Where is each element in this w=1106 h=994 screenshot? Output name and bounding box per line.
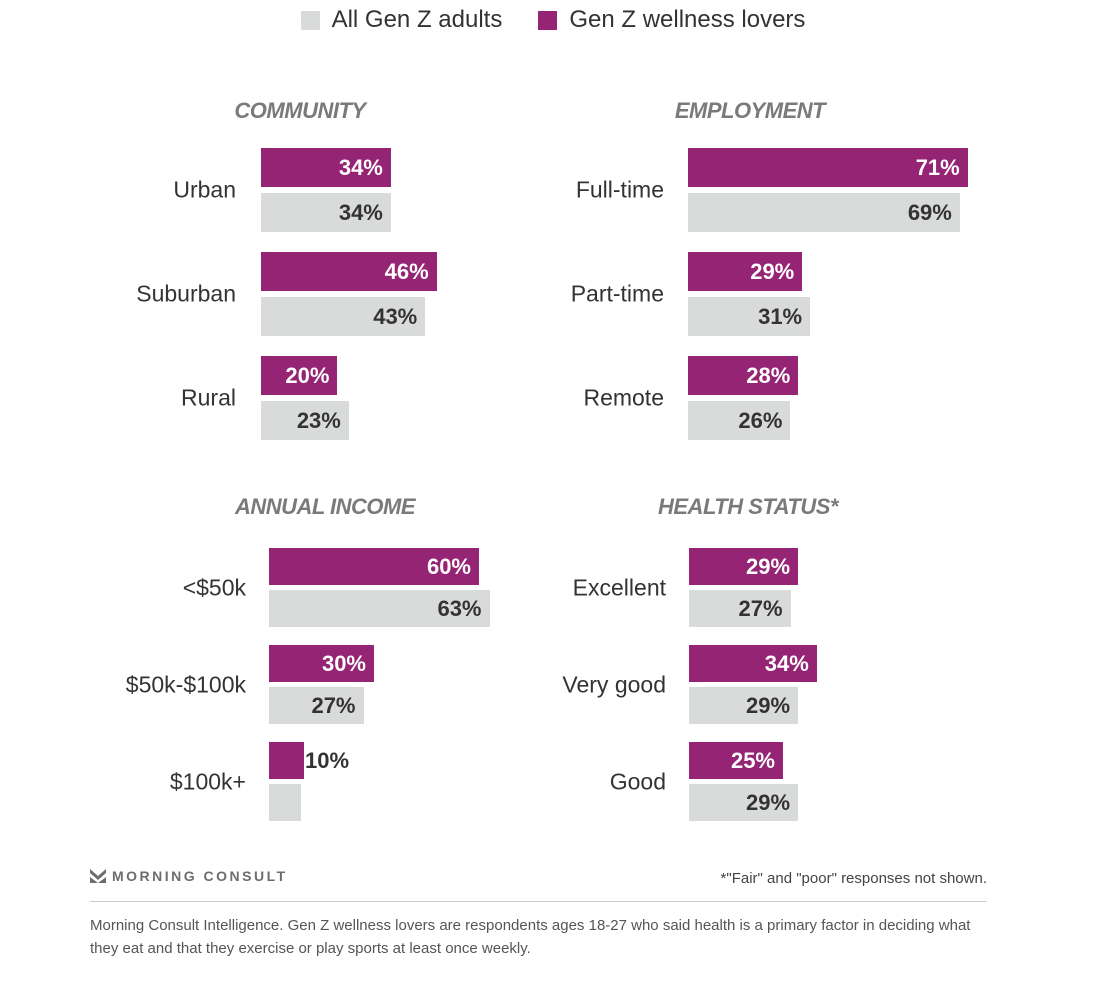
category-label: Rural bbox=[181, 384, 236, 411]
bar-all bbox=[689, 784, 799, 821]
data-label-all: 27% bbox=[311, 692, 356, 718]
bar-lovers bbox=[688, 356, 799, 395]
bar-lovers bbox=[688, 252, 803, 291]
data-label-lovers: 20% bbox=[285, 362, 330, 388]
data-label-all: 26% bbox=[738, 407, 783, 433]
bar-all bbox=[261, 193, 391, 232]
data-label-lovers: 46% bbox=[384, 258, 429, 284]
bar-lovers bbox=[269, 742, 304, 779]
legend-label-all: All Gen Z adults bbox=[331, 6, 503, 33]
data-label-all: 43% bbox=[373, 303, 418, 329]
footnote: *"Fair" and "poor" responses not shown. bbox=[720, 870, 987, 887]
bar-all bbox=[689, 590, 791, 627]
bar-all bbox=[688, 297, 811, 336]
data-label-all: 63% bbox=[437, 595, 482, 621]
legend: All Gen Z adults Gen Z wellness lovers bbox=[0, 6, 1106, 34]
bar-all bbox=[261, 401, 349, 440]
bar-all bbox=[269, 590, 490, 627]
bar-lovers bbox=[261, 252, 437, 291]
data-label-all: 29% bbox=[745, 692, 791, 718]
panel-title: HEALTH STATUS* bbox=[658, 494, 839, 519]
data-label-lovers: 34% bbox=[764, 650, 809, 676]
morning-consult-logo: MORNING CONSULT bbox=[90, 868, 288, 884]
category-label: $50k-$100k bbox=[125, 671, 246, 697]
panel-title: EMPLOYMENT bbox=[674, 98, 826, 123]
panel-title: ANNUAL INCOME bbox=[234, 494, 416, 519]
legend-swatch-lovers bbox=[538, 10, 558, 30]
bar-lovers bbox=[269, 645, 374, 682]
data-label-lovers: 10% bbox=[305, 747, 350, 773]
bar-lovers bbox=[689, 645, 817, 682]
divider bbox=[90, 901, 987, 902]
data-label-lovers: 60% bbox=[426, 553, 471, 579]
category-label: <$50k bbox=[182, 574, 246, 600]
data-label-all: 69% bbox=[907, 199, 952, 225]
bar-lovers bbox=[261, 356, 338, 395]
caption: Morning Consult Intelligence. Gen Z well… bbox=[90, 917, 971, 957]
bar-lovers bbox=[689, 742, 783, 779]
panel-title: COMMUNITY bbox=[234, 98, 366, 123]
category-label: Suburban bbox=[136, 280, 236, 307]
bar-all bbox=[269, 687, 364, 724]
bar-all bbox=[688, 401, 791, 440]
category-label: Part-time bbox=[570, 280, 664, 307]
data-label-lovers: 25% bbox=[730, 747, 775, 773]
bar-all bbox=[261, 297, 426, 336]
category-label: Remote bbox=[583, 384, 664, 411]
category-label: Excellent bbox=[572, 574, 666, 600]
data-label-lovers: 28% bbox=[746, 362, 791, 388]
data-label-all: 27% bbox=[738, 595, 783, 621]
legend-item-lovers: Gen Z wellness lovers bbox=[538, 6, 805, 34]
data-label-all: 29% bbox=[745, 789, 791, 815]
data-label-lovers: 29% bbox=[750, 258, 795, 284]
bar-all bbox=[688, 193, 960, 232]
category-label: Full-time bbox=[575, 176, 664, 203]
bar-all bbox=[269, 784, 301, 821]
bar-lovers bbox=[688, 148, 968, 187]
data-label-all: 31% bbox=[758, 303, 803, 329]
legend-swatch-all bbox=[300, 10, 320, 30]
legend-item-all: All Gen Z adults bbox=[300, 6, 503, 34]
data-label-lovers: 30% bbox=[321, 650, 366, 676]
bar-lovers bbox=[269, 548, 479, 585]
data-label-all: 23% bbox=[296, 407, 341, 433]
data-label-lovers: 34% bbox=[338, 154, 383, 180]
bar-all bbox=[689, 687, 799, 724]
data-label-lovers: 29% bbox=[745, 553, 791, 579]
bar-lovers bbox=[689, 548, 799, 585]
category-label: Urban bbox=[173, 176, 236, 203]
legend-label-lovers: Gen Z wellness lovers bbox=[569, 6, 806, 33]
category-label: $100k+ bbox=[169, 768, 246, 794]
bar-lovers bbox=[261, 148, 391, 187]
category-label: Good bbox=[609, 768, 666, 794]
logo-text: MORNING CONSULT bbox=[112, 868, 288, 884]
category-label: Very good bbox=[562, 671, 666, 697]
data-label-all: 34% bbox=[338, 199, 383, 225]
data-label-lovers: 71% bbox=[915, 154, 960, 180]
logo-chevron-icon bbox=[90, 869, 106, 883]
